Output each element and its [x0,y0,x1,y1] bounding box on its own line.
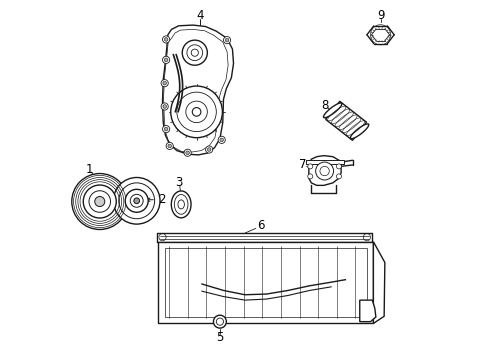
Circle shape [83,185,116,218]
Text: 1: 1 [85,163,93,176]
Circle shape [184,149,191,156]
Circle shape [171,86,222,138]
Circle shape [168,144,172,148]
Text: 2: 2 [158,193,166,206]
Circle shape [308,164,313,169]
Polygon shape [306,160,343,164]
Circle shape [214,315,226,328]
Circle shape [316,162,334,180]
Circle shape [337,164,342,169]
Polygon shape [373,242,385,323]
Circle shape [337,174,342,179]
Circle shape [164,127,168,131]
Circle shape [164,38,168,41]
Text: 3: 3 [175,176,183,189]
Ellipse shape [172,191,191,218]
Ellipse shape [350,124,369,139]
Text: 5: 5 [216,331,223,344]
Polygon shape [163,25,234,155]
Polygon shape [360,300,376,321]
Circle shape [166,142,173,149]
Circle shape [225,39,229,42]
Circle shape [113,177,160,224]
Circle shape [72,174,128,229]
Circle shape [163,56,170,63]
Polygon shape [326,101,367,140]
Text: 9: 9 [377,9,384,22]
Polygon shape [309,156,341,185]
Circle shape [164,58,168,62]
Polygon shape [158,242,373,323]
Circle shape [125,189,148,212]
Circle shape [182,40,207,65]
Circle shape [218,136,225,143]
Circle shape [223,37,231,44]
Circle shape [163,126,170,133]
Circle shape [134,198,140,204]
Circle shape [308,174,313,179]
Circle shape [163,36,170,43]
Circle shape [163,105,167,108]
Circle shape [95,197,105,207]
Text: 6: 6 [257,219,265,233]
Text: 4: 4 [196,9,204,22]
Circle shape [163,81,167,85]
Circle shape [161,103,168,110]
Circle shape [205,146,213,153]
Circle shape [220,138,223,141]
Ellipse shape [323,103,342,118]
Circle shape [161,80,168,87]
Text: 8: 8 [321,99,328,112]
Circle shape [186,151,190,154]
Circle shape [207,148,211,151]
Text: 7: 7 [299,158,307,171]
Circle shape [192,108,201,116]
